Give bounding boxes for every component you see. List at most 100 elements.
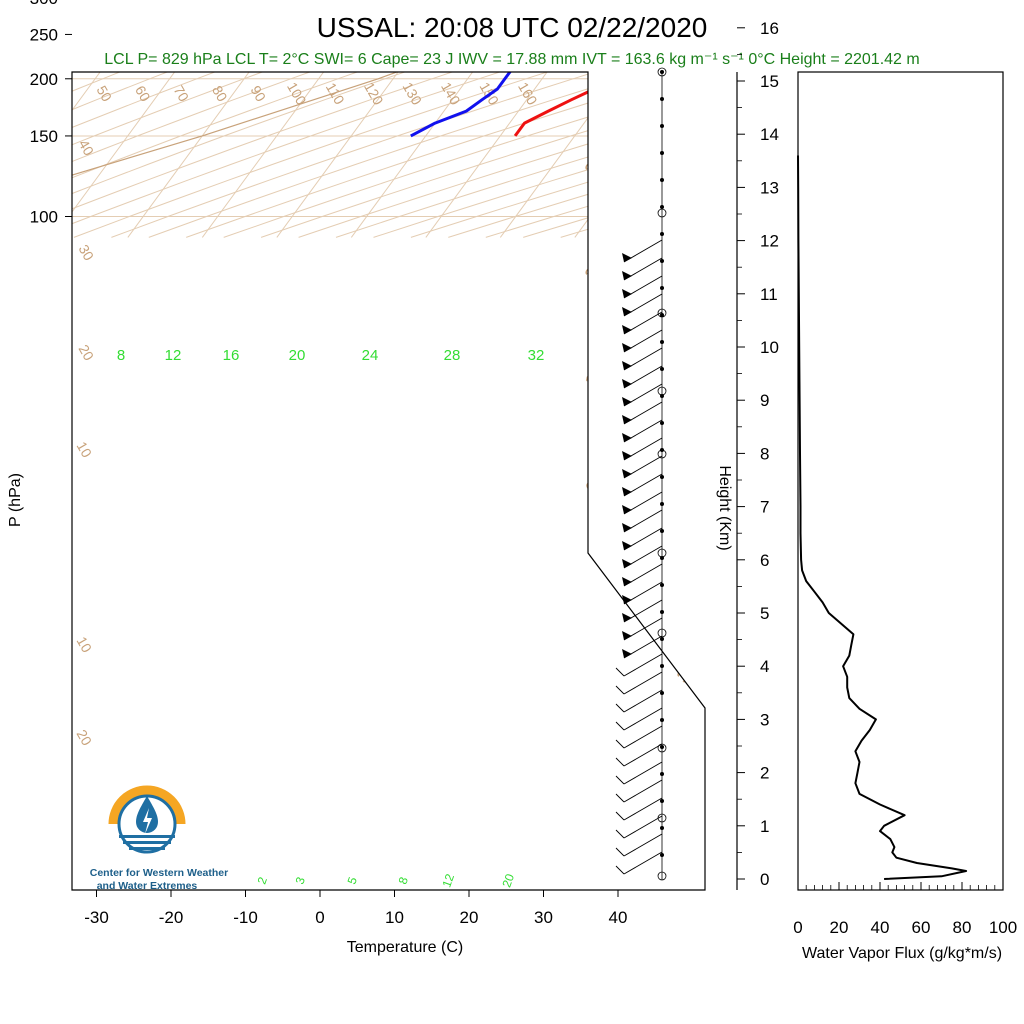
flux-x-tick-label: 80 — [953, 918, 972, 937]
height-tick-label: 10 — [760, 338, 779, 357]
isotherm-label: 140 — [438, 79, 464, 107]
wind-barb-feather — [615, 721, 625, 731]
barb-level-dot — [660, 637, 664, 641]
isotherm-label: 10 — [581, 363, 611, 393]
wind-barb-flag — [622, 577, 632, 586]
wind-barb-flag — [622, 613, 632, 622]
barb-level-dot — [660, 421, 664, 425]
x-tick-label: -30 — [84, 908, 109, 927]
isotherm-label: 60 — [132, 83, 154, 105]
flux-profile — [797, 155, 968, 880]
wind-barb-staff — [623, 653, 663, 677]
wind-barb-feather — [615, 685, 625, 695]
isotherm-label: 20 — [76, 342, 98, 364]
mixing-ratio-label: 8 — [117, 347, 125, 364]
barb-level-dot — [660, 313, 664, 317]
height-tick-label: 11 — [760, 285, 778, 304]
height-tick-label: 16 — [760, 19, 779, 38]
isotherm-label: 50 — [94, 83, 116, 105]
logo-text-line2: and Water Extremes — [97, 880, 198, 892]
barb-level-dot — [660, 340, 664, 344]
wind-barb-feather — [615, 847, 625, 857]
wind-barb-staff — [623, 761, 663, 785]
isotherm-label: 100 — [284, 79, 310, 107]
p-tick-label: 100 — [30, 208, 58, 227]
wind-barb-staff — [623, 743, 663, 767]
wind-barb-feather — [615, 829, 625, 839]
wind-barb-flag — [622, 559, 632, 568]
p-tick-label: 150 — [30, 127, 58, 146]
water-vapor-flux-line — [797, 155, 968, 880]
logo-sun-arc — [108, 785, 186, 825]
isotherm-label: 10 — [74, 439, 96, 461]
wind-barb-flag — [622, 361, 632, 370]
height-tick-label: 14 — [760, 125, 779, 144]
sounding-indices: LCL P= 829 hPa LCL T= 2°C SWI= 6 Cape= 2… — [104, 51, 919, 68]
isotherm-line — [72, 72, 412, 238]
logo-wave-3 — [129, 847, 165, 850]
skewt-panel: 50 60 70 80 90 100 110 120 130 140 150 160403020101… — [7, 0, 733, 956]
wind-barb-feather — [615, 775, 625, 785]
x-tick-label: -20 — [159, 908, 184, 927]
isotherm-line — [350, 72, 705, 238]
wind-barb-flag — [622, 343, 632, 352]
barb-station-circle — [657, 628, 667, 638]
flux-x-tick-label: 20 — [830, 918, 849, 937]
barb-level-dot — [660, 232, 664, 236]
isotherm-line — [127, 72, 487, 238]
barb-level-dot — [660, 718, 664, 722]
wind-barb-feather — [615, 757, 625, 767]
barb-level-dot — [660, 70, 664, 74]
height-tick-label: 6 — [760, 551, 769, 570]
barb-level-dot — [660, 799, 664, 803]
height-tick-label: 8 — [760, 444, 769, 463]
p-tick-label: 300 — [30, 0, 58, 8]
wind-barb-feather — [615, 865, 625, 875]
height-tick-label: 3 — [760, 710, 769, 729]
wind-barb-staff — [623, 707, 663, 731]
isotherm-label: 10 — [74, 634, 96, 656]
x-tick-label: -10 — [233, 908, 258, 927]
logo-wave-2 — [123, 841, 171, 844]
wind-barb-column — [615, 67, 667, 881]
mixing-ratio-label: 2 — [255, 875, 271, 886]
barb-level-dot — [660, 610, 664, 614]
wind-barb-staff — [623, 833, 663, 857]
wind-barb-flag — [622, 487, 632, 496]
barb-level-dot — [660, 151, 664, 155]
barb-level-dot — [660, 502, 664, 506]
parcel-path-line — [72, 72, 705, 218]
barb-level-dot — [660, 286, 664, 290]
barb-station-circle — [657, 871, 667, 881]
height-tick-label: 13 — [760, 178, 779, 197]
x-axis-title: Temperature (C) — [347, 939, 463, 956]
y-axis-title: P (hPa) — [7, 473, 24, 527]
flux-x-tick-label: 60 — [912, 918, 931, 937]
isotherm-label: 0 — [582, 477, 604, 499]
wind-barb-flag — [622, 397, 632, 406]
mixing-ratio-label: 28 — [444, 347, 461, 364]
isotherm-line — [499, 72, 705, 238]
mixing-ratio-label: 5 — [345, 875, 361, 886]
wind-barb-staff — [623, 779, 663, 803]
height-axis-title: Height (Km) — [716, 465, 733, 550]
isotherm-label: 30 — [673, 658, 703, 688]
isotherm-label: 20 — [581, 256, 611, 286]
height-tick-label: 9 — [760, 391, 769, 410]
wind-barb-feather — [615, 811, 625, 821]
x-tick-label: 30 — [534, 908, 553, 927]
wind-barb-flag — [622, 649, 632, 658]
x-tick-label: 10 — [385, 908, 404, 927]
height-tick-label: 12 — [760, 232, 779, 251]
wind-barb-flag — [622, 541, 632, 550]
barb-level-dot — [660, 691, 664, 695]
mixing-ratio-label: 24 — [362, 347, 379, 364]
wind-barb-feather — [615, 703, 625, 713]
x-tick-label: 20 — [460, 908, 479, 927]
wind-barb-staff — [623, 851, 663, 875]
barb-level-dot — [660, 178, 664, 182]
isotherm-label: 160 — [515, 79, 541, 107]
height-tick-label: 0 — [760, 870, 769, 889]
logo-lightning-icon — [143, 808, 152, 834]
